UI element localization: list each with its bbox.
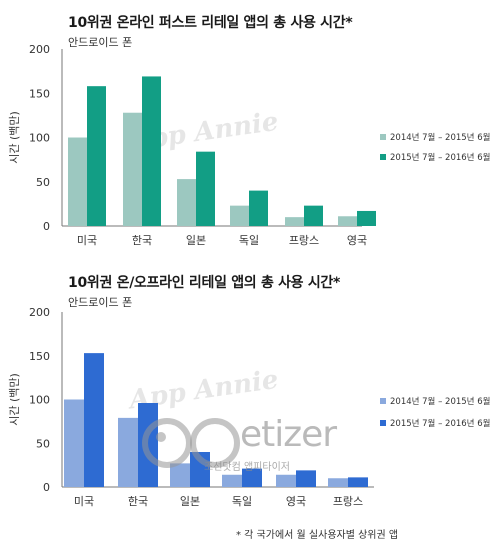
legend-swatch <box>380 420 386 426</box>
x-tick-label: 영국 <box>286 495 306 508</box>
x-tick-label: 영국 <box>347 234 367 247</box>
logo-subtext: 조선닷컴 앱피타이저 <box>204 462 290 473</box>
y-tick-label: 50 <box>36 437 50 450</box>
bar <box>142 76 161 226</box>
legend-label: 2014년 7월 – 2015년 6월 <box>390 396 490 407</box>
x-tick-label: 일본 <box>180 494 200 508</box>
bar <box>68 137 87 226</box>
legend-swatch <box>380 154 386 160</box>
logo-ring-icon <box>190 418 240 468</box>
bar <box>304 205 323 226</box>
bar <box>118 417 138 487</box>
x-tick-label: 프랑스 <box>333 495 363 508</box>
x-tick-label: 프랑스 <box>289 234 319 247</box>
chart-title: 10위권 온라인 퍼스트 리테일 앱의 총 사용 시간* <box>68 15 353 31</box>
footnote: * 각 국가에서 월 실사용자별 상위권 앱 <box>236 530 399 541</box>
bar <box>84 353 104 487</box>
bar <box>196 151 215 226</box>
bar <box>249 190 268 226</box>
logo-dot-icon <box>156 432 166 442</box>
chart-subtitle: 안드로이드 폰 <box>68 36 133 49</box>
x-tick-label: 미국 <box>77 234 97 247</box>
legend-swatch <box>380 134 386 140</box>
bar <box>177 179 196 226</box>
logo-ring-icon <box>142 418 192 468</box>
y-tick-label: 200 <box>29 306 50 319</box>
bar <box>64 399 84 487</box>
bar <box>230 205 249 226</box>
bar <box>87 86 106 226</box>
bar <box>170 463 190 487</box>
y-tick-label: 50 <box>36 176 50 189</box>
bar <box>222 474 242 487</box>
bar <box>338 216 357 226</box>
y-tick-label: 150 <box>29 350 50 363</box>
x-tick-label: 독일 <box>232 494 252 508</box>
bar <box>328 478 348 487</box>
x-tick-label: 미국 <box>74 495 94 508</box>
bar <box>296 470 316 487</box>
appetizer-logo: etizer 조선닷컴 앱피타이저 <box>142 414 372 478</box>
y-tick-label: 200 <box>29 43 50 56</box>
y-axis-label: 시간 (백만) <box>8 111 21 164</box>
y-tick-label: 150 <box>29 87 50 100</box>
x-tick-label: 일본 <box>186 233 206 247</box>
x-tick-label: 한국 <box>132 234 152 247</box>
chart-subtitle: 안드로이드 폰 <box>68 296 133 309</box>
logo-text: etizer <box>240 414 337 455</box>
bar <box>348 477 368 487</box>
legend-label: 2015년 7월 – 2016년 6월 <box>390 152 490 163</box>
y-tick-label: 100 <box>29 132 50 145</box>
x-tick-label: 독일 <box>239 233 259 247</box>
y-tick-label: 100 <box>29 394 50 407</box>
legend-swatch <box>380 398 386 404</box>
y-axis-label: 시간 (백만) <box>8 373 21 426</box>
bar <box>285 217 304 226</box>
y-tick-label: 0 <box>43 481 50 494</box>
legend-label: 2015년 7월 – 2016년 6월 <box>390 418 490 429</box>
y-tick-label: 0 <box>43 220 50 233</box>
bar <box>123 112 142 226</box>
bar <box>357 210 376 226</box>
chart-title: 10위권 온/오프라인 리테일 앱의 총 사용 시간* <box>68 275 341 291</box>
x-tick-label: 한국 <box>128 495 148 508</box>
bar <box>242 468 262 487</box>
legend-label: 2014년 7월 – 2015년 6월 <box>390 132 490 143</box>
bar <box>276 474 296 487</box>
